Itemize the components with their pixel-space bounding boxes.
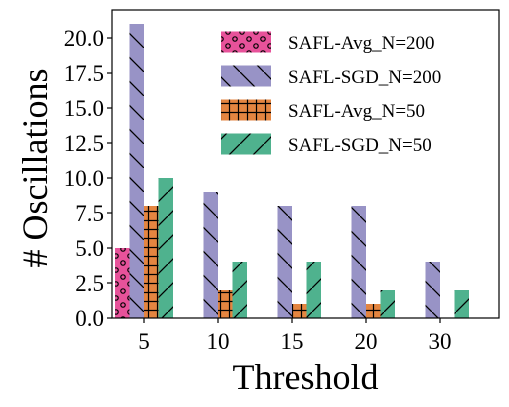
bars-layer <box>115 24 469 318</box>
y-tick-label: 10.0 <box>64 166 104 191</box>
legend-label-3: SAFL-Avg_N=50 <box>288 101 425 122</box>
legend: SAFL-Avg_N=200 SAFL-SGD_N=200 SAFL-Avg_N=5… <box>221 31 441 156</box>
y-tick-label: 17.5 <box>64 61 104 86</box>
x-tick-label: 10 <box>207 329 230 354</box>
bar-hatch-series-4-5 <box>158 178 173 318</box>
y-axis-title: # Oscillations <box>15 69 55 268</box>
bar-hatch-series-3-10 <box>218 290 233 318</box>
y-tick-label: 5.0 <box>75 236 104 261</box>
legend-swatch-hatch-2 <box>221 65 271 87</box>
legend-label-2: SAFL-SGD_N=200 <box>288 67 441 88</box>
x-axis-title: Threshold <box>233 357 379 397</box>
bar-hatch-series-2-15 <box>277 206 292 318</box>
x-tick-label: 20 <box>355 329 378 354</box>
bar-hatch-series-2-5 <box>129 24 144 318</box>
legend-swatch-hatch-1 <box>221 31 271 53</box>
y-tick-label: 2.5 <box>75 271 104 296</box>
bar-hatch-series-2-20 <box>351 206 366 318</box>
bar-hatch-series-1-5 <box>115 248 130 318</box>
bar-hatch-series-4-10 <box>232 262 247 318</box>
y-tick-label: 7.5 <box>75 201 104 226</box>
x-tick-label: 5 <box>138 329 150 354</box>
bar-hatch-series-3-15 <box>292 304 307 318</box>
x-tick-label: 15 <box>281 329 304 354</box>
y-tick-label: 12.5 <box>64 131 104 156</box>
bar-hatch-series-2-30 <box>425 262 440 318</box>
axes-layer: 0.0 2.5 5.0 7.5 10.0 12.5 15.0 17.5 20.0 5 10 15 20 3… <box>64 9 500 354</box>
y-tick-label: 0.0 <box>75 306 104 331</box>
bar-hatch-series-4-30 <box>454 290 469 318</box>
legend-swatch-hatch-3 <box>221 99 271 121</box>
bar-hatch-series-4-15 <box>306 262 321 318</box>
bar-hatch-series-3-5 <box>144 206 159 318</box>
legend-label-1: SAFL-Avg_N=200 <box>288 33 435 54</box>
bar-hatch-series-3-20 <box>366 304 381 318</box>
bar-hatch-series-4-20 <box>380 290 395 318</box>
legend-label-4: SAFL-SGD_N=50 <box>288 135 432 156</box>
y-tick-label: 20.0 <box>64 26 104 51</box>
x-tick-label: 30 <box>429 329 452 354</box>
bar-hatch-series-2-10 <box>203 192 218 318</box>
legend-swatch-hatch-4 <box>221 133 271 155</box>
y-tick-label: 15.0 <box>64 96 104 121</box>
plot-frame <box>111 9 500 319</box>
